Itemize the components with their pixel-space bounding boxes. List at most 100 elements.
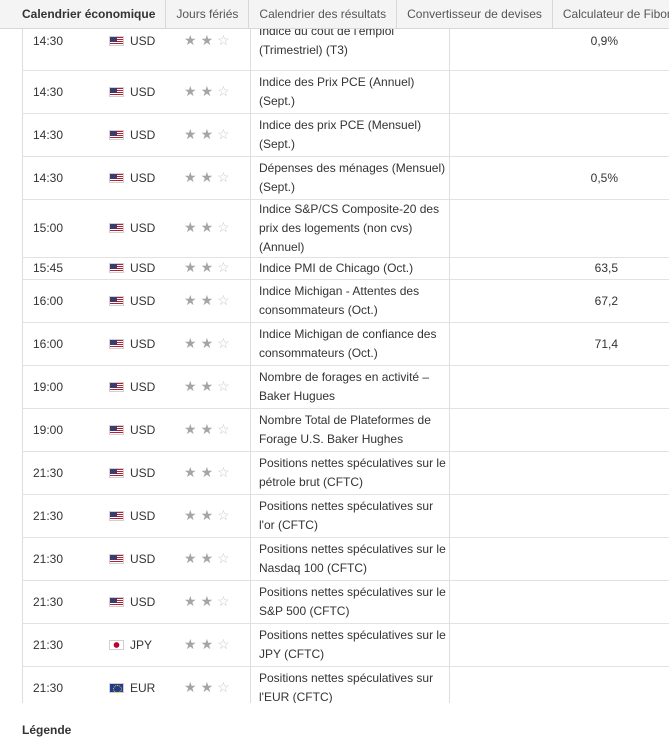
star-filled-icon: ★ bbox=[200, 168, 214, 185]
tab-holidays[interactable]: Jours fériés bbox=[166, 0, 250, 28]
star-filled-icon: ★ bbox=[184, 259, 197, 275]
event-row[interactable]: 14:30 USD ★ ★ ☆ Indice des Prix PCE (Annuel) … bbox=[22, 70, 669, 113]
event-row[interactable]: 16:00 USD ★ ★ ☆ Indice Michigan - Attentes de… bbox=[22, 279, 669, 322]
event-currency: USD bbox=[99, 451, 176, 494]
currency-code: USD bbox=[130, 379, 156, 394]
star-filled-icon: ★ bbox=[184, 31, 197, 48]
event-actual bbox=[450, 666, 529, 703]
event-name[interactable]: Nombre Total de Plateformes de Forage U.… bbox=[250, 408, 450, 451]
event-time: 21:30 bbox=[33, 551, 64, 566]
star-filled-icon: ★ bbox=[184, 678, 197, 695]
event-row[interactable]: 21:30 USD ★ ★ ☆ Positions nettes spéculatives… bbox=[22, 537, 669, 580]
event-previous: 0,7% bbox=[630, 28, 669, 70]
event-row[interactable]: 21:30 USD ★ ★ ☆ Positions nettes spéculatives… bbox=[22, 451, 669, 494]
star-filled-icon: ★ bbox=[200, 82, 214, 99]
event-name[interactable]: Indice des prix PCE (Mensuel) (Sept.) bbox=[250, 113, 450, 156]
currency-code: USD bbox=[130, 594, 156, 609]
event-name[interactable]: Positions nettes spéculatives sur le S&P… bbox=[250, 580, 450, 623]
currency-code: USD bbox=[130, 508, 156, 523]
tab-economic-calendar[interactable]: Calendrier économique bbox=[0, 0, 167, 28]
event-previous: 3,9% bbox=[630, 199, 669, 257]
event-row[interactable]: 19:00 USD ★ ★ ☆ Nombre Total de Plateformes d… bbox=[22, 408, 669, 451]
event-row[interactable]: 14:30 USD ★ ★ ☆ Dépenses des ménages (Mensuel… bbox=[22, 156, 669, 199]
currency-code: USD bbox=[130, 261, 156, 275]
us-flag-icon bbox=[109, 510, 124, 521]
star-empty-icon: ☆ bbox=[217, 463, 230, 480]
tab-currency-converter[interactable]: Convertisseur de devises bbox=[397, 0, 553, 28]
event-forecast: 71,4 bbox=[594, 336, 618, 351]
event-previous: -3,1K bbox=[630, 537, 669, 580]
calendar-table-container: 14:30 USD ★ ★ ☆ Indice du coût de l'emploi (T… bbox=[22, 28, 669, 703]
event-name[interactable]: Dépenses des ménages (Mensuel) (Sept.) bbox=[250, 156, 450, 199]
event-previous: 71,4 bbox=[630, 322, 669, 365]
star-empty-icon: ☆ bbox=[217, 678, 230, 695]
event-currency: USD bbox=[99, 257, 176, 279]
event-currency: USD bbox=[99, 408, 176, 451]
event-time: 14:30 bbox=[33, 33, 64, 48]
event-time: 15:00 bbox=[33, 221, 64, 235]
star-filled-icon: ★ bbox=[200, 592, 214, 609]
event-actual bbox=[450, 199, 529, 257]
event-row[interactable]: 19:00 USD ★ ★ ☆ Nombre de forages en activité… bbox=[22, 365, 669, 408]
event-row[interactable]: 21:30 EUR ★ ★ ☆ Positions nettes spéculatives… bbox=[23, 666, 669, 703]
event-name[interactable]: Indice des Prix PCE (Annuel) (Sept.) bbox=[250, 70, 450, 113]
star-filled-icon: ★ bbox=[200, 377, 214, 394]
tab-earnings-calendar[interactable]: Calendrier des résultats bbox=[249, 0, 398, 28]
event-name[interactable]: Indice Michigan de confiance des consomm… bbox=[250, 322, 450, 365]
event-row[interactable]: 16:00 USD ★ ★ ☆ Indice Michigan de confiance … bbox=[22, 322, 669, 365]
event-name[interactable]: Nombre de forages en activité – Baker Hu… bbox=[250, 365, 450, 408]
event-row[interactable]: 21:30 USD ★ ★ ☆ Positions nettes spéculatives… bbox=[22, 494, 669, 537]
event-name[interactable]: Positions nettes spéculatives sur le pét… bbox=[250, 451, 450, 494]
tab-fibonacci-calculator[interactable]: Calculateur de Fibor bbox=[553, 0, 669, 28]
event-previous: -12,1K bbox=[630, 666, 669, 703]
star-filled-icon: ★ bbox=[200, 549, 214, 566]
currency-code: JPY bbox=[130, 637, 153, 652]
event-name[interactable]: Positions nettes spéculatives sur l'EUR … bbox=[250, 666, 450, 703]
event-row[interactable]: 15:45 USD ★ ★ ☆ Indice PMI de Chicago (Oct.) 6… bbox=[22, 257, 669, 279]
event-importance: ★ ★ ☆ bbox=[176, 156, 251, 199]
star-filled-icon: ★ bbox=[184, 420, 197, 437]
event-row[interactable]: 14:30 USD ★ ★ ☆ Indice du coût de l'emploi (T… bbox=[22, 28, 669, 70]
event-forecast bbox=[528, 494, 630, 537]
event-previous: 4,3 bbox=[630, 70, 669, 113]
star-filled-icon: ★ bbox=[184, 377, 197, 394]
currency-code: USD bbox=[130, 551, 156, 566]
event-actual bbox=[450, 494, 529, 537]
event-importance: ★ ★ ☆ bbox=[176, 580, 251, 623]
event-name[interactable]: Indice S&P/CS Composite-20 des prix des … bbox=[250, 199, 450, 257]
star-filled-icon: ★ bbox=[184, 82, 197, 99]
star-empty-icon: ☆ bbox=[217, 377, 230, 394]
event-name[interactable]: Positions nettes spéculatives sur le JPY… bbox=[250, 623, 450, 666]
us-flag-icon bbox=[109, 467, 124, 478]
us-flag-icon bbox=[109, 172, 124, 183]
event-previous: 64,7 bbox=[630, 257, 669, 279]
star-empty-icon: ☆ bbox=[217, 334, 230, 351]
star-empty-icon: ☆ bbox=[217, 125, 230, 142]
star-filled-icon: ★ bbox=[184, 334, 197, 351]
star-filled-icon: ★ bbox=[200, 125, 214, 142]
event-name[interactable]: Positions nettes spéculatives sur le Nas… bbox=[250, 537, 450, 580]
event-name[interactable]: Indice PMI de Chicago (Oct.) bbox=[250, 257, 450, 279]
event-previous: 445 bbox=[630, 365, 669, 408]
event-row[interactable]: 21:30 JPY ★ ★ ☆ Positions nettes spéculatives… bbox=[22, 623, 669, 666]
event-importance: ★ ★ ☆ bbox=[176, 28, 251, 70]
us-flag-icon bbox=[109, 553, 124, 564]
us-flag-icon bbox=[109, 263, 124, 273]
event-forecast: 63,5 bbox=[594, 261, 618, 275]
event-name[interactable]: Indice du coût de l'emploi (Trimestriel)… bbox=[250, 28, 450, 70]
event-time: 21:30 bbox=[33, 465, 64, 480]
event-time: 21:30 bbox=[33, 594, 64, 609]
event-time: 14:30 bbox=[33, 84, 64, 99]
event-name[interactable]: Indice Michigan - Attentes des consommat… bbox=[250, 279, 450, 322]
star-filled-icon: ★ bbox=[200, 463, 214, 480]
event-currency: USD bbox=[99, 537, 176, 580]
event-previous: 193,3K bbox=[630, 494, 669, 537]
event-row[interactable]: 21:30 USD ★ ★ ☆ Positions nettes spéculatives… bbox=[22, 580, 669, 623]
event-row[interactable]: 14:30 USD ★ ★ ☆ Indice des prix PCE (Mensuel)… bbox=[22, 113, 669, 156]
star-filled-icon: ★ bbox=[184, 592, 197, 609]
event-currency: USD bbox=[99, 199, 176, 257]
event-currency: USD bbox=[99, 494, 176, 537]
event-row[interactable]: 15:00 USD ★ ★ ☆ Indice S&P/CS Composite-20 de… bbox=[22, 199, 669, 257]
event-importance: ★ ★ ☆ bbox=[176, 494, 251, 537]
event-name[interactable]: Positions nettes spéculatives sur l'or (… bbox=[250, 494, 450, 537]
